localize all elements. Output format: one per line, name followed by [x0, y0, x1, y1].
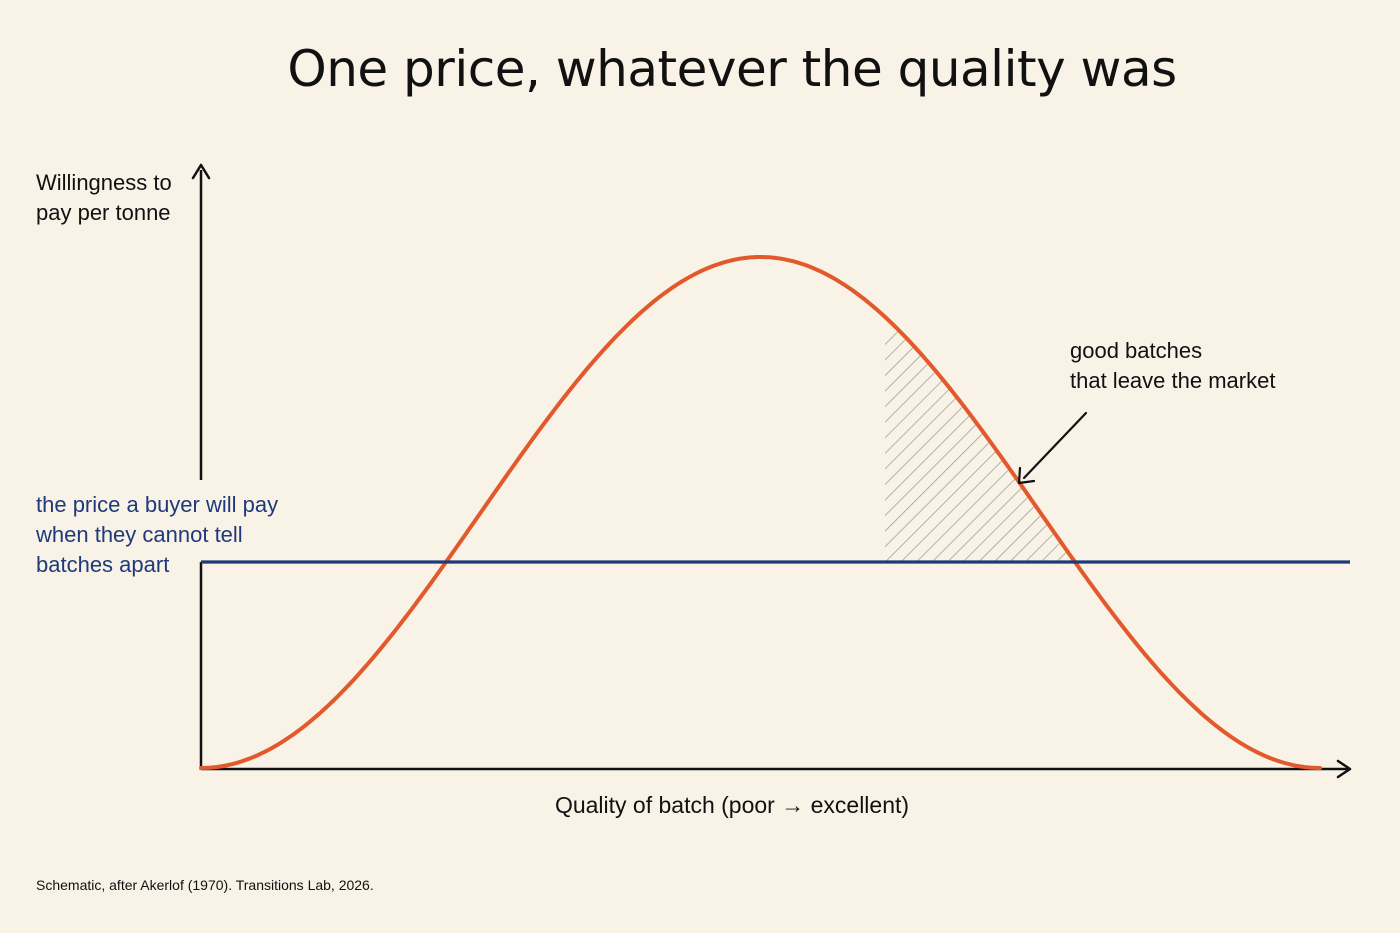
quality-distribution-curve — [199, 255, 1322, 770]
annotation-arrowhead-icon — [1017, 466, 1036, 485]
x-axis-arrowhead-icon — [1336, 759, 1352, 779]
annotation-arrow — [1022, 411, 1088, 480]
x-axis-label: Quality of batch (poor → excellent) — [554, 792, 910, 818]
annotation-label: good batches that leave the market — [1070, 338, 1276, 393]
price-line-label: the price a buyer will pay when they can… — [36, 492, 279, 577]
caption: Schematic, after Akerlof (1970). Transit… — [36, 877, 374, 893]
page-title: One price, whatever the quality was — [287, 40, 1177, 98]
y-axis-arrowhead-icon — [191, 163, 211, 180]
y-axis-label: Willingness to pay per tonne — [36, 170, 172, 225]
